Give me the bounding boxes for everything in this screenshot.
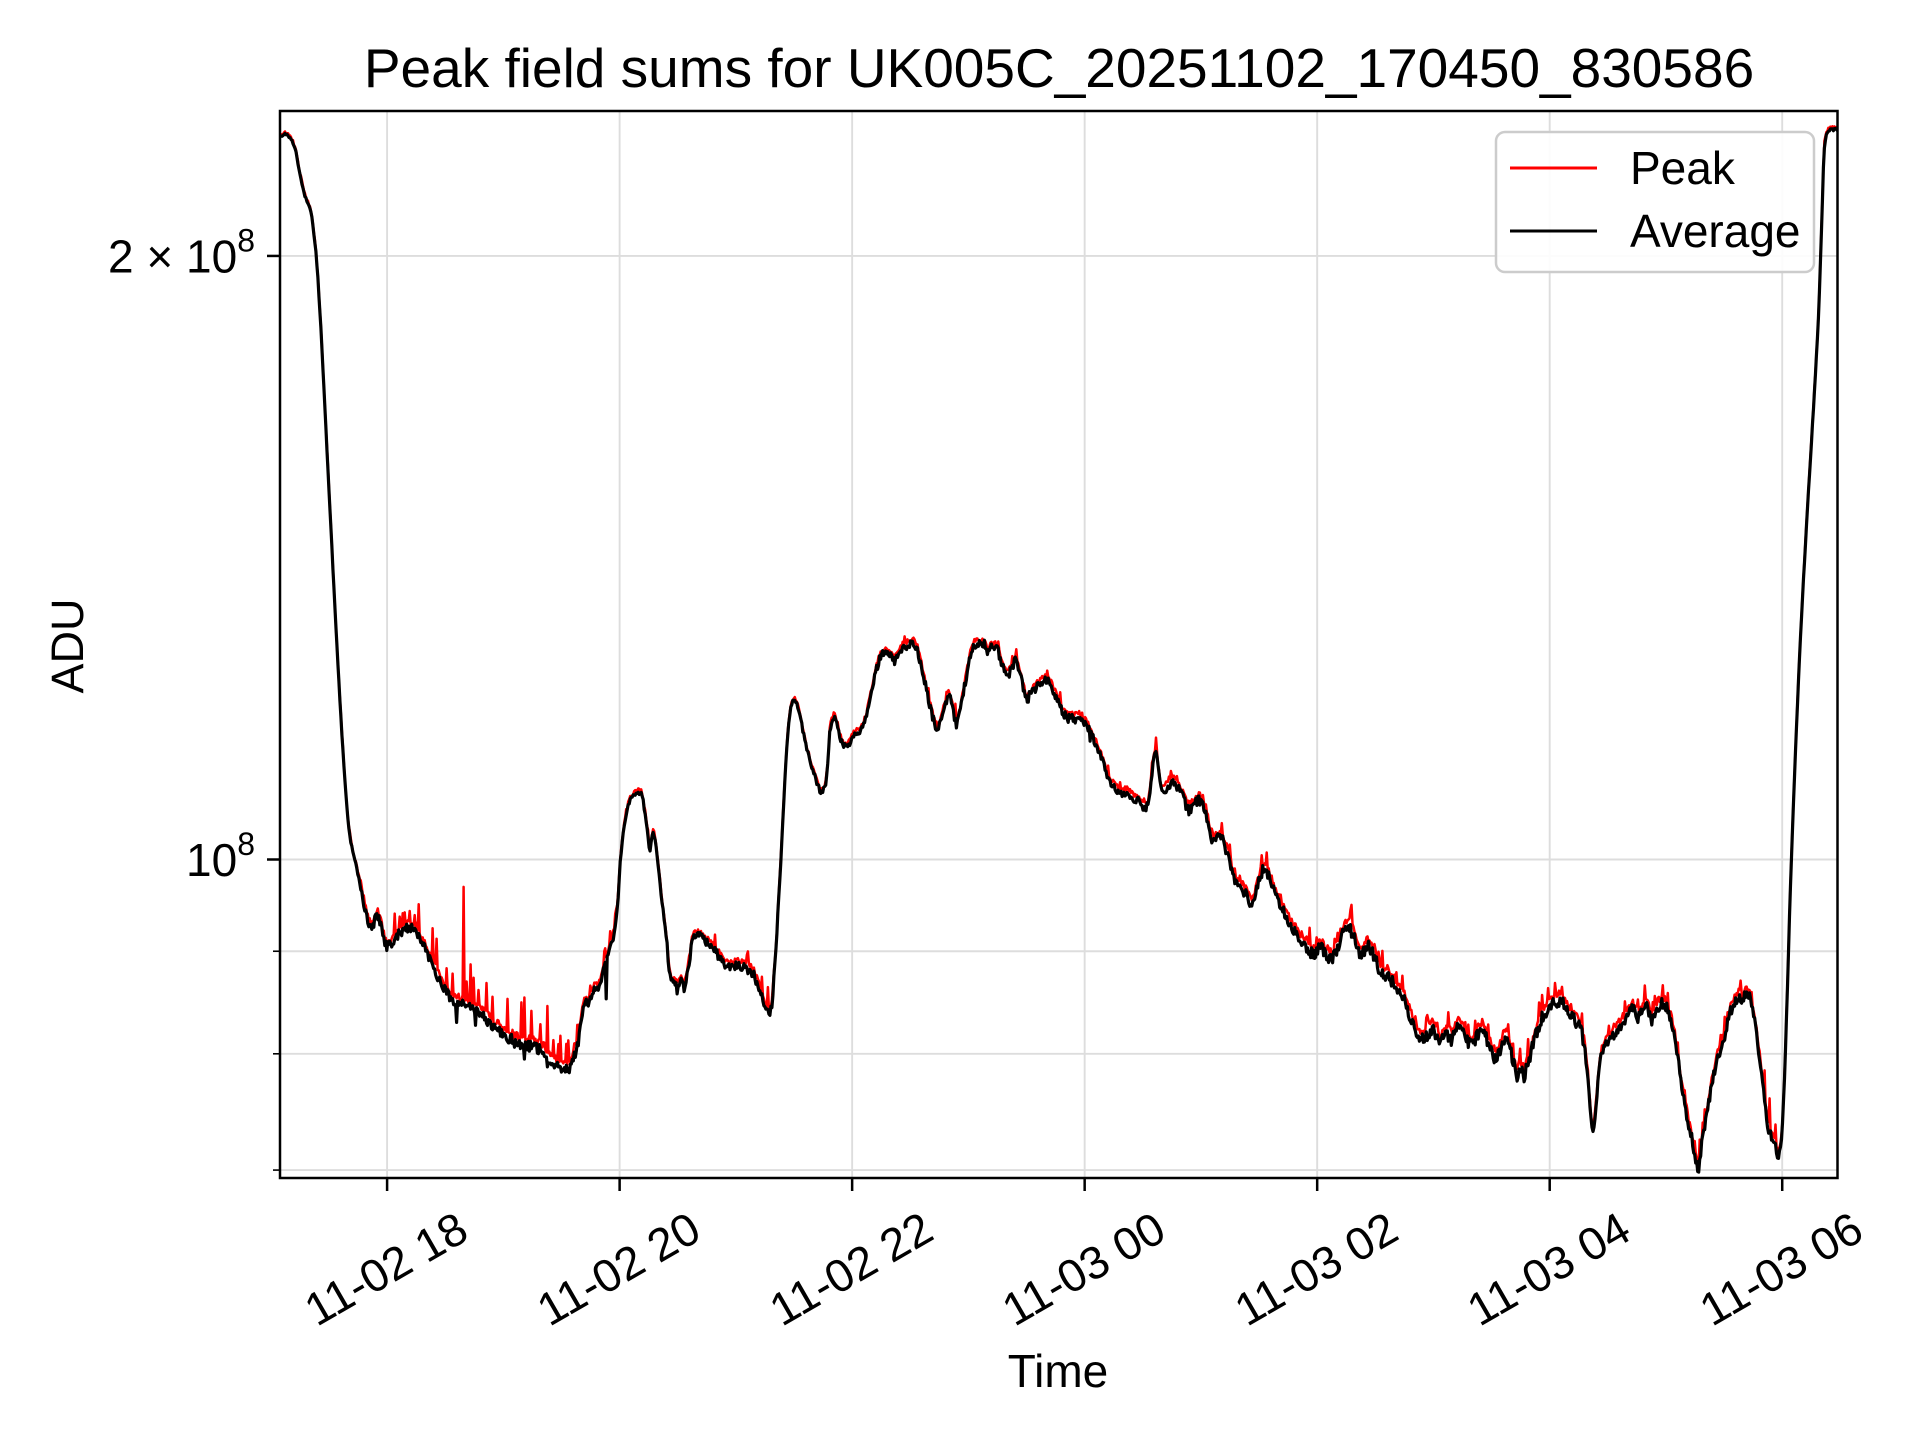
plot-border (278, 109, 1839, 1180)
x-tick-label: 11-02 20 (528, 1202, 708, 1336)
y-tick-label: 2 × 108 (108, 222, 255, 282)
y-axis-label: ADU (42, 598, 93, 693)
y-tick-label: 108 (186, 826, 255, 886)
x-tick-label: 11-03 04 (1458, 1202, 1638, 1336)
legend-peak-label: Peak (1630, 142, 1736, 194)
x-tick-label: 11-03 02 (1226, 1202, 1406, 1336)
tick-labels: 11-02 18 11-02 20 11-02 22 11-03 00 11-03 02… (108, 222, 1871, 1335)
x-axis-label: Time (1008, 1345, 1109, 1397)
x-tick-label: 11-03 00 (993, 1202, 1173, 1336)
axis-ticks (267, 254, 1784, 1191)
legend-average-label: Average (1630, 205, 1801, 257)
legend: Peak Average (1494, 130, 1816, 274)
peak-line (280, 125, 1838, 1166)
axes-spines (278, 109, 1839, 1180)
x-tick-label: 11-02 18 (296, 1202, 476, 1336)
average-line (280, 126, 1838, 1174)
chart-title: Peak field sums for UK005C_20251102_1704… (364, 37, 1754, 99)
x-tick-label: 11-02 22 (761, 1202, 941, 1336)
x-tick-label: 11-03 06 (1691, 1202, 1871, 1336)
